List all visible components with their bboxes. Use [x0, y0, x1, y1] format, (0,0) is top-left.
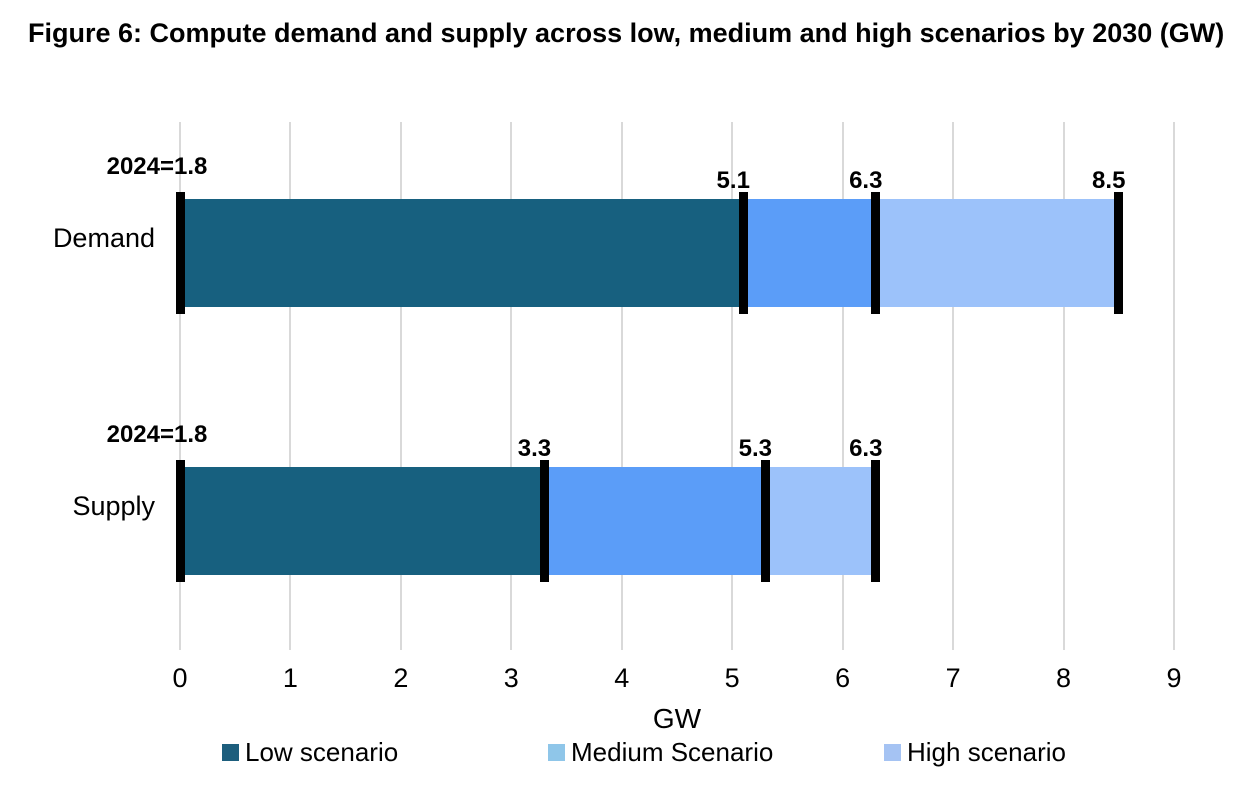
x-tick-label: 0: [172, 663, 188, 693]
gridline: [1062, 122, 1065, 650]
x-tick-label: 1: [282, 663, 298, 693]
x-tick-label: 7: [945, 663, 961, 693]
legend-item: High scenario: [884, 736, 1066, 767]
legend-item: Low scenario: [222, 736, 399, 767]
bar-segment-supply-medium-scenario: [544, 467, 766, 575]
gridline: [731, 122, 734, 650]
gridline: [952, 122, 955, 650]
legend-label: Low scenario: [245, 736, 399, 767]
x-tick-label: 5: [724, 663, 740, 693]
legend-label: Medium Scenario: [571, 736, 774, 767]
gridline: [289, 122, 292, 650]
x-tick-label: 4: [614, 663, 630, 693]
legend-label: High scenario: [907, 736, 1066, 767]
bar-segment-supply-low-scenario: [180, 467, 545, 575]
x-tick-label: 9: [1166, 663, 1182, 693]
gridline: [399, 122, 402, 650]
gridline: [510, 122, 513, 650]
gridline: [179, 122, 181, 650]
figure-title: Figure 6: Compute demand and supply acro…: [28, 18, 1225, 48]
boundary-marker: [738, 192, 748, 314]
x-tick-label: 3: [503, 663, 519, 693]
value-label: 6.3: [849, 435, 883, 462]
bar-segment-supply-high-scenario: [765, 467, 876, 575]
value-label: 3.3: [517, 435, 552, 462]
gridline: [620, 122, 623, 650]
boundary-marker: [760, 460, 770, 582]
x-axis-title: GW: [652, 703, 702, 734]
boundary-marker: [175, 192, 185, 314]
legend-item: Medium Scenario: [548, 736, 774, 767]
boundary-marker: [1114, 192, 1124, 314]
bar-segment-demand-low-scenario: [180, 199, 744, 307]
boundary-marker: [539, 460, 549, 582]
baseline-annotation-demand: 2024=1.8: [106, 153, 208, 180]
value-label: 8.5: [1092, 167, 1126, 194]
legend-swatch-icon: [222, 743, 239, 761]
boundary-marker: [175, 460, 185, 582]
bar-segment-demand-medium-scenario: [743, 199, 876, 307]
x-tick-label: 8: [1056, 663, 1072, 693]
category-label-demand: Demand: [52, 223, 155, 253]
boundary-marker: [871, 460, 881, 582]
boundary-marker: [871, 192, 881, 314]
value-label: 6.3: [849, 167, 883, 194]
bar-segment-demand-high-scenario: [875, 199, 1119, 307]
x-tick-label: 6: [835, 663, 851, 693]
legend-swatch-icon: [548, 743, 565, 761]
legend-swatch-icon: [884, 743, 901, 761]
x-tick-label: 2: [393, 663, 409, 693]
value-label: 5.1: [716, 167, 750, 194]
gridline: [841, 122, 844, 650]
baseline-annotation-supply: 2024=1.8: [106, 421, 208, 448]
value-label: 5.3: [738, 435, 773, 462]
category-label-supply: Supply: [72, 491, 155, 521]
gridline: [1172, 122, 1175, 650]
